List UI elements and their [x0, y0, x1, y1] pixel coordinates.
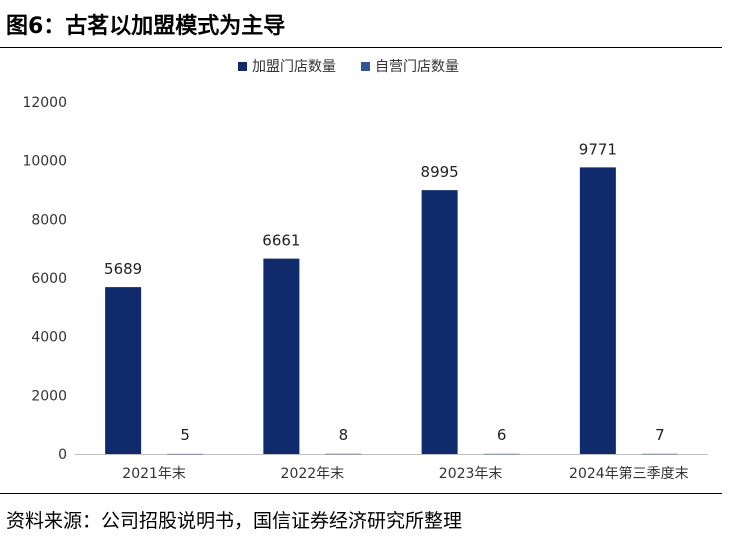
data-labels: 5689 6661 8995 9771 5 8 6 7 [104, 140, 665, 444]
x-tick-label-1: 2021年末 [122, 466, 186, 482]
y-tick-label-10000: 10000 [22, 154, 67, 170]
title-rule [0, 47, 722, 48]
data-label-series1-4: 9771 [579, 140, 617, 158]
x-axis: 2021年末 2022年末 2023年末 2024年第三季度末 [75, 454, 708, 482]
bar-series2-2 [325, 453, 362, 455]
y-tick-label-8000: 8000 [31, 212, 67, 228]
bar-series1-1 [105, 287, 142, 454]
chart-legend: 加盟门店数量 自营门店数量 [238, 59, 459, 75]
legend-label-1: 加盟门店数量 [252, 59, 336, 75]
bar-series2-1 [167, 453, 204, 455]
bar-series1-3 [421, 190, 458, 454]
data-label-series2-3: 6 [497, 426, 507, 444]
legend-label-2: 自营门店数量 [375, 59, 459, 75]
data-label-series2-4: 7 [655, 426, 665, 444]
y-axis: 0 2000 4000 6000 8000 10000 12000 [22, 95, 67, 463]
data-label-series1-3: 8995 [421, 163, 459, 181]
y-tick-label-0: 0 [58, 447, 67, 463]
x-tick-label-2: 2022年末 [281, 466, 345, 482]
bar-series2-3 [483, 453, 520, 455]
legend-swatch-2 [361, 62, 370, 71]
data-label-series1-1: 5689 [104, 260, 142, 278]
data-label-series2-1: 5 [180, 426, 190, 444]
y-tick-label-4000: 4000 [31, 330, 67, 346]
data-label-series2-2: 8 [339, 426, 349, 444]
y-tick-label-12000: 12000 [22, 95, 67, 111]
x-tick-label-3: 2023年末 [439, 466, 503, 482]
chart-bars [105, 167, 678, 455]
figure-title: 图6：古茗以加盟模式为主导 [6, 14, 286, 39]
bar-series1-4 [579, 167, 616, 454]
bar-chart: 加盟门店数量 自营门店数量 0 2000 4000 6000 8000 10000 12000… [22, 59, 708, 482]
source-note: 资料来源：公司招股说明书，国信证券经济研究所整理 [6, 510, 463, 532]
x-tick-label-4: 2024年第三季度末 [569, 465, 689, 482]
data-label-series1-2: 6661 [262, 232, 300, 250]
y-tick-label-6000: 6000 [31, 271, 67, 287]
source-rule [0, 493, 722, 494]
bar-series2-4 [641, 453, 678, 455]
bar-series1-2 [263, 258, 300, 454]
y-tick-label-2000: 2000 [31, 388, 67, 404]
legend-swatch-1 [238, 62, 247, 71]
